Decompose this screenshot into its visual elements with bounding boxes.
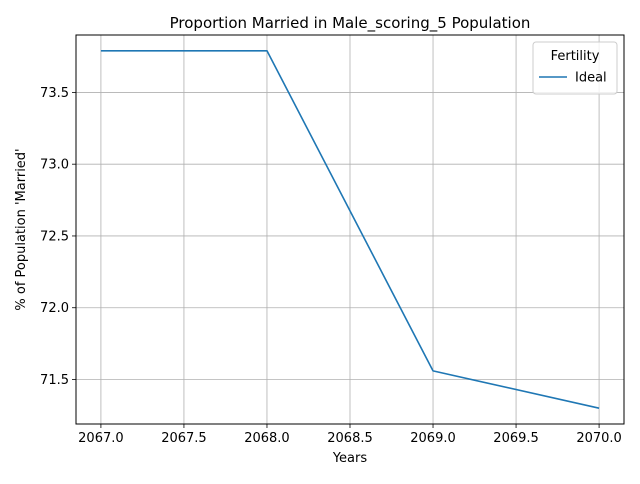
- y-tick-label: 72.0: [40, 301, 69, 316]
- series-layer: [100, 49, 600, 409]
- legend-entries: Ideal: [539, 71, 607, 86]
- grid: [76, 35, 624, 424]
- x-tick-label: 2067.0: [78, 431, 124, 446]
- x-tick-label: 2067.5: [161, 431, 207, 446]
- x-tick-label: 2069.0: [410, 431, 456, 446]
- y-tick-label: 73.5: [40, 86, 69, 101]
- series-line-ideal: [100, 49, 600, 409]
- legend-label: Ideal: [575, 71, 607, 86]
- legend-title: Fertility: [551, 49, 600, 64]
- chart-title: Proportion Married in Male_scoring_5 Pop…: [170, 14, 531, 33]
- x-tick-label: 2069.5: [493, 431, 539, 446]
- y-tick-label: 71.5: [40, 373, 69, 388]
- x-tick-label: 2068.0: [244, 431, 290, 446]
- x-axis-ticks: 2067.0 2067.5 2068.0 2068.5 2069.0 2069.5 2070…: [78, 424, 622, 446]
- legend: Fertility Ideal: [532, 41, 618, 95]
- x-tick-label: 2068.5: [327, 431, 373, 446]
- y-axis-ticks: 71.5 72.0 72.5 73.0 73.5: [40, 86, 76, 388]
- x-tick-label: 2070.0: [576, 431, 622, 446]
- y-tick-label: 72.5: [40, 229, 69, 244]
- x-axis-label: Years: [332, 451, 368, 466]
- y-tick-label: 73.0: [40, 158, 69, 173]
- legend-box: [532, 41, 618, 95]
- y-axis-label: % of Population 'Married': [14, 148, 29, 310]
